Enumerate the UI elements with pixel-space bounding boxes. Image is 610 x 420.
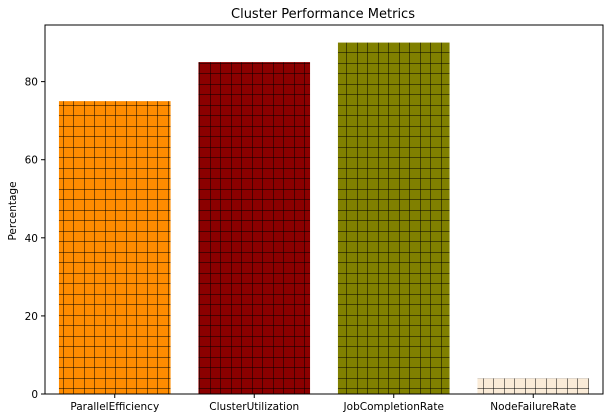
- bar-ParallelEfficiency: [58, 101, 171, 395]
- x-tick-label: JobCompletionRate: [343, 401, 444, 413]
- bar-ClusterUtilization: [198, 62, 311, 394]
- y-tick-label: 60: [25, 155, 38, 167]
- y-tick-label: 0: [31, 389, 38, 401]
- bars-group: [58, 42, 590, 395]
- y-tick-label: 40: [25, 233, 38, 245]
- x-tick-label: ClusterUtilization: [209, 401, 299, 413]
- plot-area-frame: [44, 24, 604, 395]
- x-tick-label: ParallelEfficiency: [70, 401, 159, 413]
- x-axis-ticks: ParallelEfficiency ClusterUtilization JobC…: [70, 394, 576, 413]
- y-tick-label: 80: [25, 77, 38, 89]
- x-tick-label: NodeFailureRate: [490, 401, 576, 413]
- y-tick-label: 20: [25, 311, 38, 323]
- y-axis-label: Percentage: [7, 181, 19, 240]
- y-axis-ticks: 0 20 40 60 80: [25, 77, 45, 401]
- chart-title: Cluster Performance Metrics: [231, 7, 415, 22]
- bar-JobCompletionRate: [337, 42, 450, 394]
- bar-NodeFailureRate: [477, 378, 590, 394]
